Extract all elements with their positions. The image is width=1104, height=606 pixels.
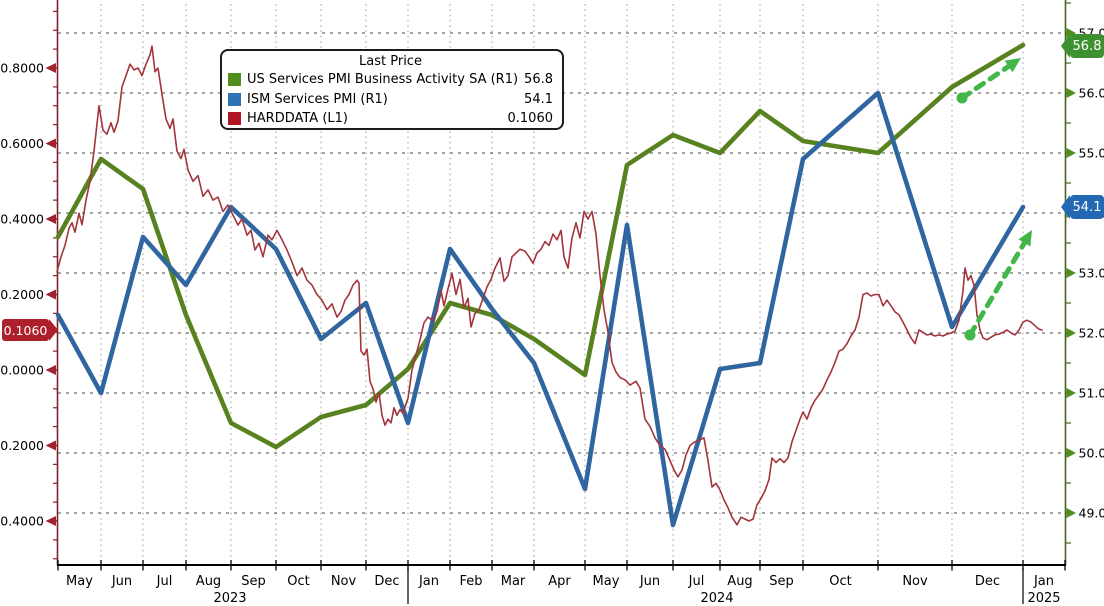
left-axis-label: 0.0000: [0, 362, 44, 377]
legend-row-us-services-pmi[interactable]: US Services PMI Business Activity SA (R1…: [228, 70, 553, 90]
year-label: 2024: [700, 591, 733, 606]
month-label: Jul: [156, 574, 173, 589]
month-label: Oct: [287, 574, 309, 589]
harddata-last-price-badge: 0.1060: [2, 319, 58, 341]
month-label: Mar: [501, 574, 526, 589]
legend-value: 54.1: [524, 91, 553, 107]
legend-value: 56.8: [524, 72, 553, 87]
month-label: Jan: [1033, 574, 1054, 589]
legend-label: ISM Services PMI (R1): [247, 91, 388, 107]
right-axis-pointer-icon: [1066, 388, 1076, 398]
left-axis-label: 0.2000: [0, 287, 44, 302]
left-axis-label: -0.2000: [0, 438, 44, 453]
series-line-ism-services-pmi[interactable]: [55, 90, 1026, 528]
right-axis-pointer-icon: [1066, 88, 1076, 98]
badge-value: 56.8: [1070, 34, 1104, 58]
month-label: May: [66, 574, 93, 589]
legend-title: Last Price: [359, 54, 422, 69]
badge-pointer-icon: [1061, 34, 1070, 58]
month-label: Oct: [829, 574, 851, 589]
left-axis-pointer-icon: [45, 516, 56, 526]
year-label: 2025: [1027, 591, 1060, 606]
legend-label: US Services PMI Business Activity SA (R1…: [247, 72, 519, 87]
month-label: May: [593, 574, 620, 589]
trend-arrow-start-dot-icon: [964, 329, 976, 341]
right-axis-label: 50.0: [1079, 445, 1104, 460]
trend-arrow-head-icon: [1004, 58, 1021, 73]
badge-value: 0.1060: [2, 319, 49, 341]
series-line-harddata[interactable]: [56, 45, 1043, 526]
gridlines: [58, 4, 1065, 565]
right-axis-label: 56.0: [1079, 85, 1104, 100]
right-axis-label: 52.0: [1079, 325, 1104, 340]
series: [55, 42, 1043, 528]
left-axis: 0.8000 0.6000 0.4000 0.2000 0.0000 -0.2000 -0.…: [0, 0, 59, 565]
annotations: [956, 58, 1032, 341]
left-axis-pointer-icon: [45, 214, 56, 224]
badge-value: 54.1: [1070, 195, 1104, 219]
legend-row-harddata[interactable]: HARDDATA (L1) 0.1060: [228, 109, 553, 129]
trend-arrow-head-icon: [1018, 230, 1032, 247]
month-label: Feb: [459, 574, 482, 589]
year-label: 2023: [213, 591, 246, 606]
right-axis-pointer-icon: [1066, 268, 1076, 278]
month-label: Sep: [769, 574, 794, 589]
left-axis-label: 0.8000: [0, 60, 44, 75]
us-services-pmi-swatch-icon: [228, 73, 241, 87]
left-axis-pointer-icon: [45, 138, 56, 149]
left-axis-label: -0.4000: [0, 513, 44, 528]
legend-label: HARDDATA (L1): [247, 111, 348, 126]
trend-arrow-shaft: [959, 61, 1016, 101]
month-label: Aug: [727, 574, 752, 589]
series-line-us-services-pmi-business-activity-sa[interactable]: [55, 42, 1026, 450]
us-services-pmi-last-price-badge: 56.8: [1061, 34, 1104, 58]
badge-pointer-icon: [49, 319, 58, 341]
right-axis-label: 49.0: [1079, 505, 1104, 520]
legend-box: Last Price US Services PMI Business Acti…: [220, 49, 564, 130]
left-axis-label: 0.4000: [0, 211, 44, 226]
right-axis-pointer-icon: [1066, 508, 1076, 518]
left-axis-pointer-icon: [45, 63, 56, 73]
trend-arrow-start-dot-icon: [956, 92, 968, 104]
ism-services-pmi-last-price-badge: 54.1: [1061, 195, 1104, 219]
legend-value: 0.1060: [507, 111, 554, 126]
legend-row-ism-services-pmi[interactable]: ISM Services PMI (R1) 54.1: [228, 90, 553, 110]
month-label: Apr: [548, 574, 571, 589]
month-label: Jun: [639, 574, 660, 589]
ism-services-pmi-swatch-icon: [228, 92, 241, 106]
left-axis-pointer-icon: [45, 365, 56, 375]
right-axis-pointer-icon: [1066, 448, 1076, 458]
left-axis-pointer-icon: [45, 440, 56, 451]
right-axis-label: 53.0: [1079, 265, 1104, 280]
month-label: Nov: [331, 574, 357, 589]
month-label: Jul: [688, 574, 705, 589]
left-axis-label: 0.6000: [0, 136, 44, 151]
bottom-axis: May Jun Jul Aug Sep Oct Nov Dec Jan Feb Mar Apr May J…: [57, 560, 1066, 606]
month-label: Nov: [902, 574, 928, 589]
month-label: Sep: [241, 574, 266, 589]
right-axis-label: 55.0: [1079, 145, 1104, 160]
month-label: Jun: [111, 574, 132, 589]
right-axis-pointer-icon: [1066, 148, 1076, 158]
right-axis-pointer-icon: [1066, 328, 1076, 338]
trend-arrow-shaft: [967, 236, 1030, 338]
harddata-swatch-icon: [228, 112, 241, 126]
month-label: Dec: [975, 574, 1000, 589]
month-label: Jan: [418, 574, 439, 589]
badge-pointer-icon: [1061, 195, 1070, 219]
right-axis-label: 51.0: [1079, 385, 1104, 400]
month-label: Aug: [196, 574, 221, 589]
left-axis-pointer-icon: [45, 289, 56, 300]
month-label: Dec: [374, 574, 399, 589]
